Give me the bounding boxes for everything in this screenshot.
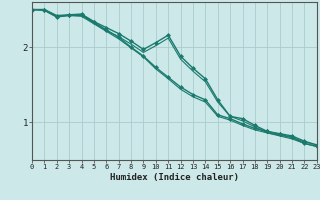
X-axis label: Humidex (Indice chaleur): Humidex (Indice chaleur)	[110, 173, 239, 182]
